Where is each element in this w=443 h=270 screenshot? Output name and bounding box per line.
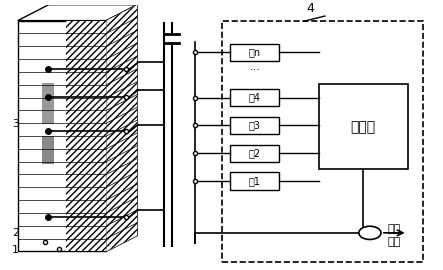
Text: 2: 2: [12, 228, 19, 238]
Circle shape: [359, 226, 381, 239]
Bar: [38, 21, 58, 251]
Bar: [42, 83, 54, 124]
Text: 控制器: 控制器: [351, 120, 376, 134]
Text: 1: 1: [12, 245, 19, 255]
Bar: [42, 136, 54, 164]
FancyBboxPatch shape: [230, 173, 279, 190]
Polygon shape: [106, 5, 137, 251]
FancyBboxPatch shape: [18, 21, 106, 251]
Text: 3: 3: [12, 119, 19, 129]
Bar: [42, 136, 54, 164]
Text: ...: ...: [249, 62, 260, 72]
FancyBboxPatch shape: [230, 89, 279, 106]
Polygon shape: [18, 5, 137, 21]
FancyBboxPatch shape: [319, 84, 408, 169]
FancyBboxPatch shape: [230, 44, 279, 61]
Text: 位4: 位4: [249, 93, 261, 103]
Bar: [66, 21, 106, 251]
FancyBboxPatch shape: [230, 145, 279, 162]
Text: 位1: 位1: [249, 176, 261, 186]
Text: 位n: 位n: [249, 48, 261, 58]
Text: 目标
位移: 目标 位移: [388, 224, 401, 247]
FancyBboxPatch shape: [230, 117, 279, 134]
Text: 4: 4: [306, 2, 314, 15]
Text: 位3: 位3: [249, 120, 261, 130]
Text: 位2: 位2: [249, 148, 261, 158]
Polygon shape: [106, 5, 137, 251]
Bar: [42, 83, 54, 124]
